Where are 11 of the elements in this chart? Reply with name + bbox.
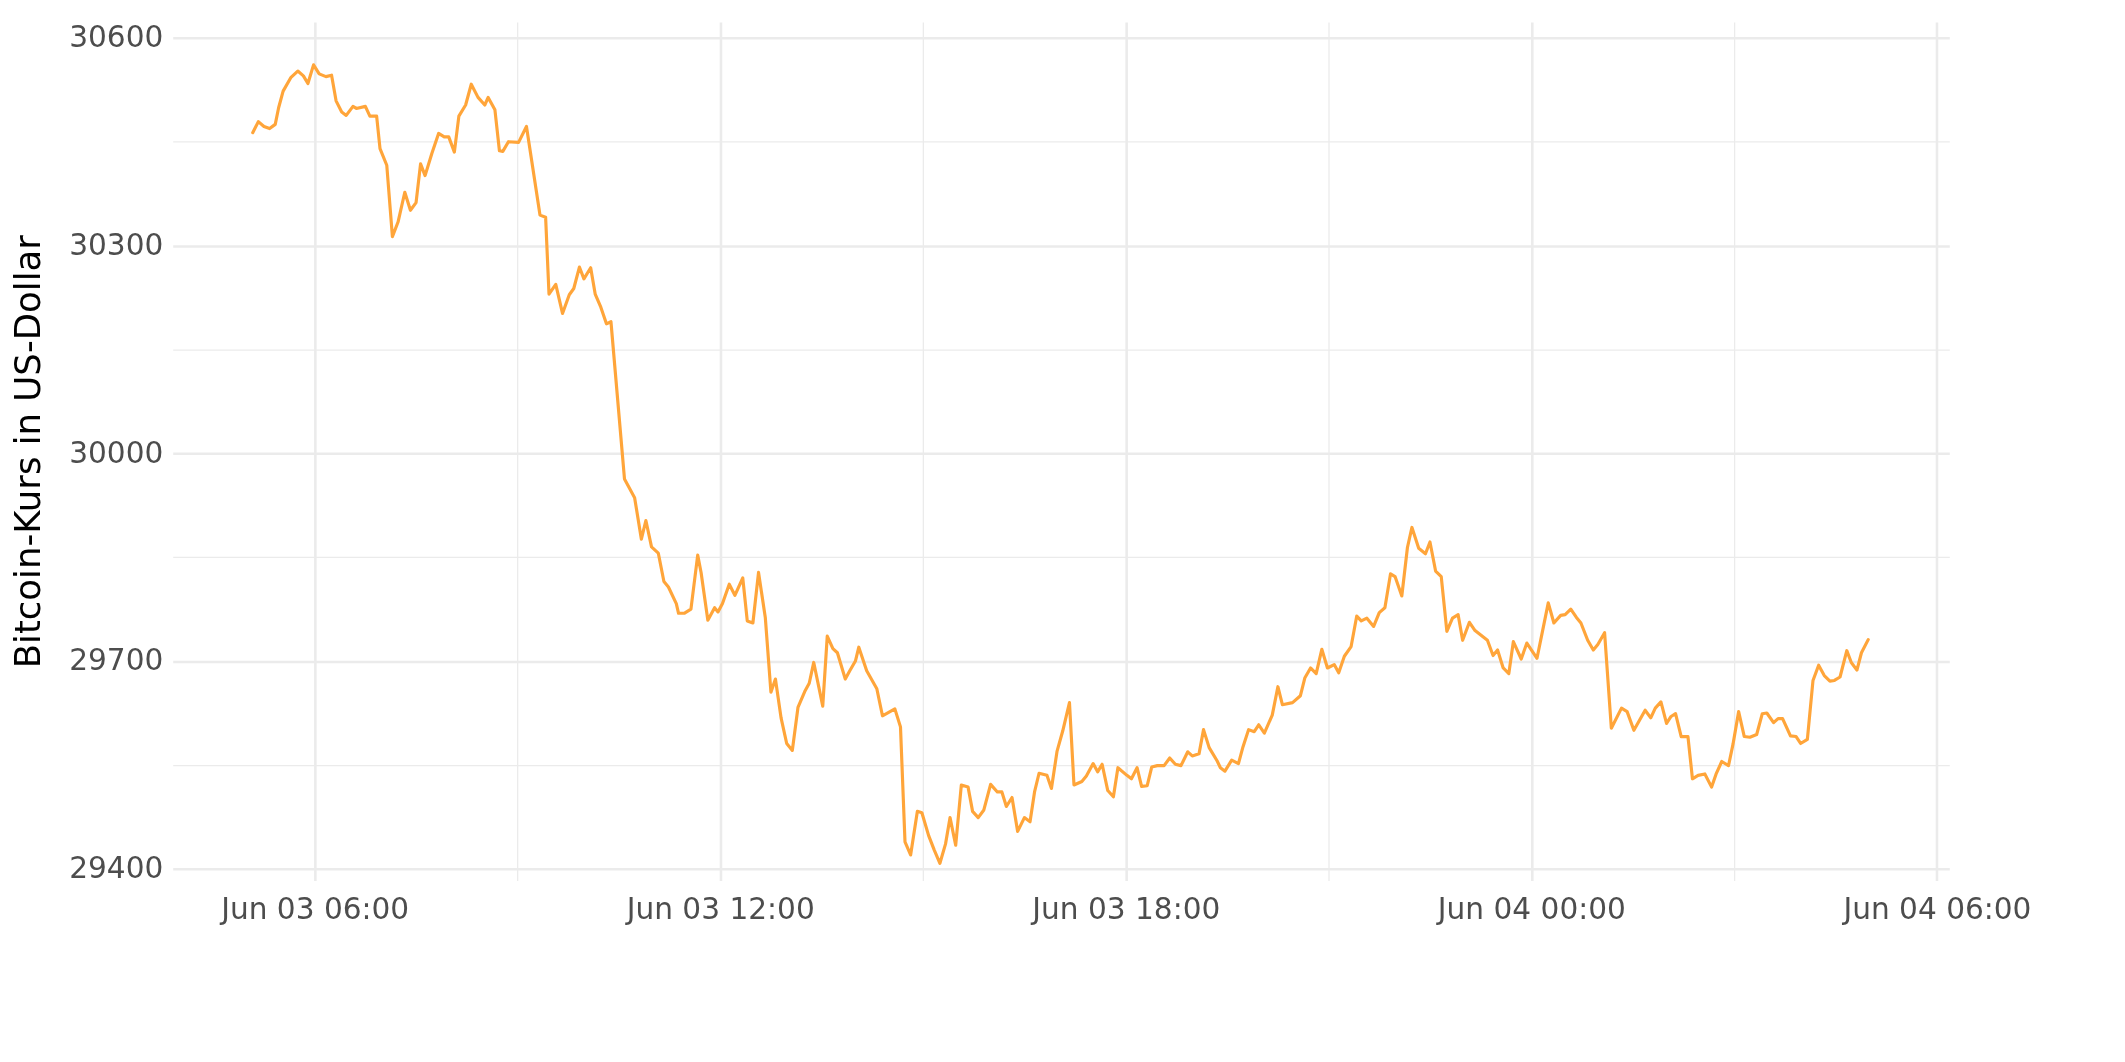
y-axis-title: Bitcoin-Kurs in US-Dollar [6,234,48,669]
y-tick-label: 30000 [69,435,164,470]
y-tick-label: 29700 [69,643,164,678]
x-tick-label: Jun 03 18:00 [1030,891,1221,926]
y-tick-label: 29400 [69,851,164,886]
y-tick-label: 30300 [69,227,164,262]
x-tick-label: Jun 04 00:00 [1435,891,1626,926]
y-tick-label: 30600 [69,20,164,55]
x-tick-label: Jun 04 06:00 [1841,891,2032,926]
x-tick-label: Jun 03 06:00 [219,891,410,926]
x-tick-label: Jun 03 12:00 [624,891,815,926]
